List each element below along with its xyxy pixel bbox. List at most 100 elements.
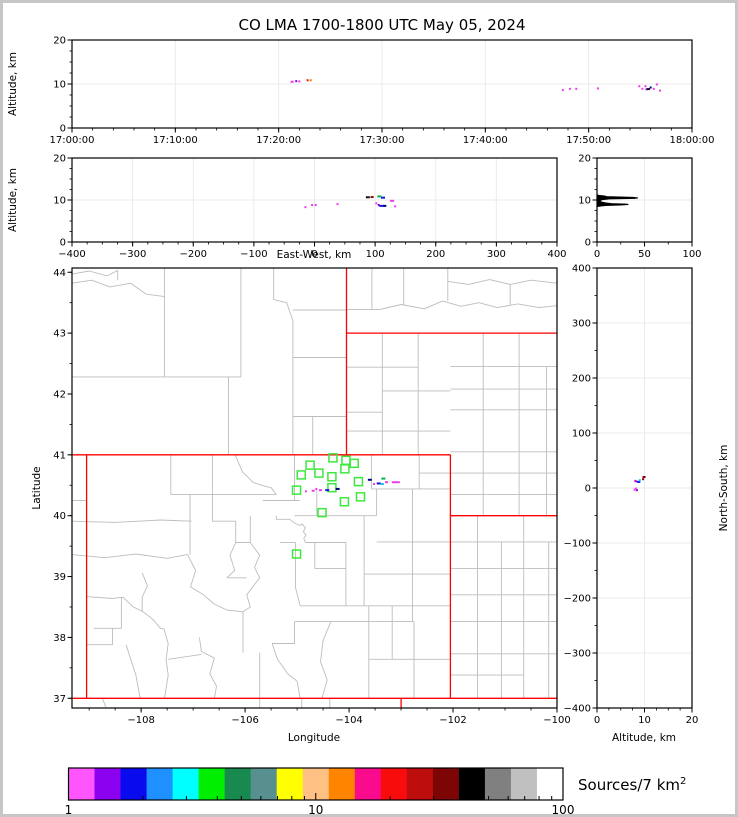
- map-xlabel: Longitude: [288, 732, 340, 744]
- county-line: [141, 610, 169, 699]
- x-tick-label: −108: [127, 715, 154, 726]
- y-tick-label: 0: [585, 238, 591, 249]
- x-tick-label: 50: [638, 249, 651, 260]
- data-point: [376, 482, 381, 485]
- data-point: [365, 196, 370, 199]
- data-point: [335, 487, 340, 490]
- x-tick-label: 0: [594, 249, 600, 260]
- station-marker: [291, 485, 302, 495]
- county-line: [93, 597, 122, 629]
- data-point: [649, 86, 652, 89]
- y-tick-label: 41: [53, 450, 66, 461]
- x-tick-label: 17:30:00: [360, 135, 405, 146]
- y-tick-label: 10: [53, 80, 66, 91]
- map-layers: [72, 268, 557, 708]
- colorbar-segment: [198, 768, 226, 800]
- county-line: [346, 300, 557, 310]
- data-point: [652, 87, 655, 90]
- y-tick-label: −400: [564, 704, 591, 715]
- x-tick-label: 17:10:00: [153, 135, 198, 146]
- data-point: [658, 89, 661, 92]
- colorbar-label-sup: 2: [680, 776, 686, 787]
- station-marker: [291, 549, 302, 559]
- station-marker: [296, 470, 306, 480]
- x-tick-label: 17:50:00: [566, 135, 611, 146]
- x-tick-label: 200: [426, 249, 445, 260]
- x-tick-label: 100: [366, 249, 385, 260]
- data-point: [309, 79, 312, 82]
- data-point: [295, 80, 298, 83]
- data-point: [373, 483, 376, 486]
- data-point: [311, 204, 314, 207]
- station-marker: [327, 471, 337, 482]
- county-line: [447, 279, 557, 285]
- county-line: [226, 542, 237, 579]
- data-point: [637, 480, 641, 483]
- data-point: [634, 487, 637, 490]
- y-tick-label: 43: [53, 329, 66, 340]
- y-tick-label: 300: [572, 319, 591, 330]
- county-line: [72, 269, 119, 281]
- colorbar-segment: [224, 768, 252, 800]
- x-tick-label: 17:20:00: [256, 135, 301, 146]
- data-point: [304, 206, 307, 209]
- data-point: [641, 87, 644, 90]
- data-point: [390, 199, 395, 202]
- y-tick-label: 400: [572, 264, 591, 275]
- y-tick-label: 44: [53, 268, 66, 279]
- x-tick-label: 100: [682, 249, 701, 260]
- data-point: [311, 489, 315, 492]
- histogram-profile: [596, 194, 638, 208]
- data-point: [575, 87, 578, 90]
- y-tick-label: 38: [53, 633, 66, 644]
- ew-panel-ylabel: Altitude, km: [7, 168, 19, 232]
- y-tick-label: 42: [53, 389, 66, 400]
- x-tick-label: −100: [240, 249, 267, 260]
- y-tick-label: 20: [578, 154, 591, 165]
- panel-time-height: 17:00:00 17:10:00 17:20:00 17:30:00 17:40:00…: [50, 36, 715, 147]
- data-point: [638, 479, 641, 482]
- x-tick-label: 300: [487, 249, 506, 260]
- x-tick-label: −102: [439, 715, 466, 726]
- y-tick-label: −200: [564, 594, 591, 605]
- county-line: [320, 621, 332, 699]
- county-line: [86, 628, 113, 646]
- colorbar-segment: [432, 768, 460, 800]
- data-point: [635, 480, 638, 483]
- data-point: [318, 489, 322, 492]
- x-tick-label: −104: [335, 715, 362, 726]
- station-marker: [305, 460, 315, 470]
- y-tick-label: 39: [53, 572, 66, 583]
- y-tick-label: 200: [572, 374, 591, 385]
- county-line: [271, 643, 301, 699]
- data-point: [596, 87, 599, 90]
- county-line: [72, 553, 188, 559]
- ew-panel-xlabel: East-West, km: [277, 249, 352, 261]
- data-point: [380, 483, 384, 486]
- data-point: [644, 85, 647, 88]
- y-tick-label: 0: [585, 484, 591, 495]
- county-line: [125, 644, 141, 699]
- colorbar-segment: [328, 768, 356, 800]
- x-tick-label: −400: [58, 249, 85, 260]
- x-tick-label: −300: [119, 249, 146, 260]
- x-tick-label: −106: [231, 715, 258, 726]
- panel-source-histogram: 0 50 100 0 10 20: [578, 154, 701, 261]
- x-tick-label: 0: [594, 715, 600, 726]
- x-tick-label: 17:40:00: [463, 135, 508, 146]
- x-tick-label: −200: [180, 249, 207, 260]
- station-marker: [339, 496, 350, 507]
- station-marker: [317, 507, 327, 518]
- data-point: [381, 196, 386, 199]
- x-tick-label: 400: [547, 249, 566, 260]
- data-point: [635, 489, 638, 492]
- data-point: [647, 88, 651, 91]
- colorbar-segment: [536, 768, 564, 800]
- station-marker: [349, 458, 360, 469]
- data-point: [370, 196, 374, 199]
- county-line: [275, 515, 290, 520]
- y-tick-label: 20: [53, 36, 66, 47]
- data-point: [377, 195, 382, 198]
- data-point: [642, 478, 645, 481]
